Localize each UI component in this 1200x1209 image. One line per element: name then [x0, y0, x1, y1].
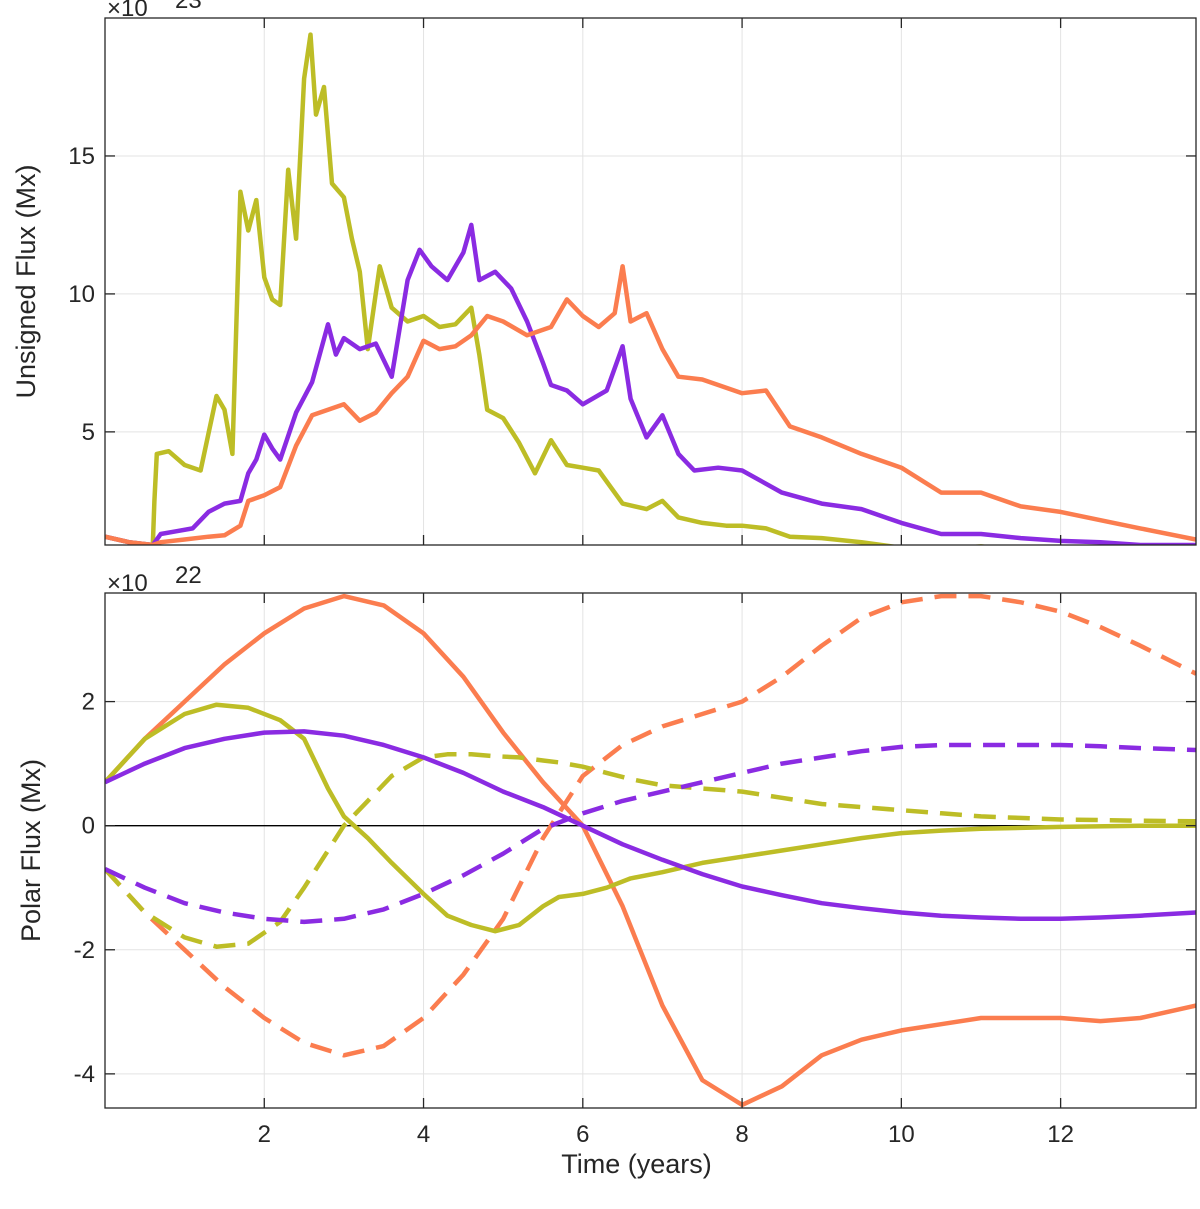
axis-multiplier: ×10 — [107, 570, 148, 597]
series-line-olive-dashed — [105, 752, 1196, 949]
series-group — [105, 593, 1196, 1108]
series-line-purple — [105, 222, 1196, 545]
series-line-olive-solid — [105, 702, 1196, 934]
plot-area — [105, 18, 1196, 545]
unsigned-flux-axes: 5 10 15 ×10 23 Unsigned Flux (Mx) — [11, 0, 1197, 546]
y-tick-label: 5 — [82, 419, 95, 446]
axis-multiplier-exponent: 22 — [175, 562, 202, 589]
plot-area — [105, 593, 1196, 1108]
axes-box — [104, 592, 1197, 1109]
series-line-orange — [105, 264, 1196, 545]
series-line-purple-dashed — [105, 742, 1196, 925]
x-tick-label: 10 — [888, 1121, 915, 1148]
x-tick-label: 2 — [258, 1121, 271, 1148]
y-axis-label: Polar Flux (Mx) — [16, 759, 46, 942]
series-line-orange-solid — [105, 593, 1196, 1108]
y-tick-label: 10 — [68, 281, 95, 308]
x-axis-label: Time (years) — [561, 1149, 712, 1179]
x-tick-label: 12 — [1047, 1121, 1074, 1148]
x-tick-label: 8 — [735, 1121, 748, 1148]
x-tick-label: 6 — [576, 1121, 589, 1148]
y-tick-label: -4 — [74, 1061, 95, 1088]
series-line-purple-solid — [105, 729, 1196, 922]
series-line-olive — [105, 32, 990, 545]
y-tick-label: 15 — [68, 143, 95, 170]
y-axis-label: Unsigned Flux (Mx) — [11, 164, 41, 398]
x-tick-label: 4 — [417, 1121, 430, 1148]
axis-multiplier: ×10 — [107, 0, 148, 22]
axis-multiplier-exponent: 23 — [175, 0, 202, 14]
series-line-orange-dashed — [105, 593, 1196, 1058]
series-group — [105, 32, 1196, 545]
y-tick-label: 0 — [82, 813, 95, 840]
y-tick-label: -2 — [74, 937, 95, 964]
axes-box — [104, 17, 1197, 546]
y-tick-label: 2 — [82, 689, 95, 716]
